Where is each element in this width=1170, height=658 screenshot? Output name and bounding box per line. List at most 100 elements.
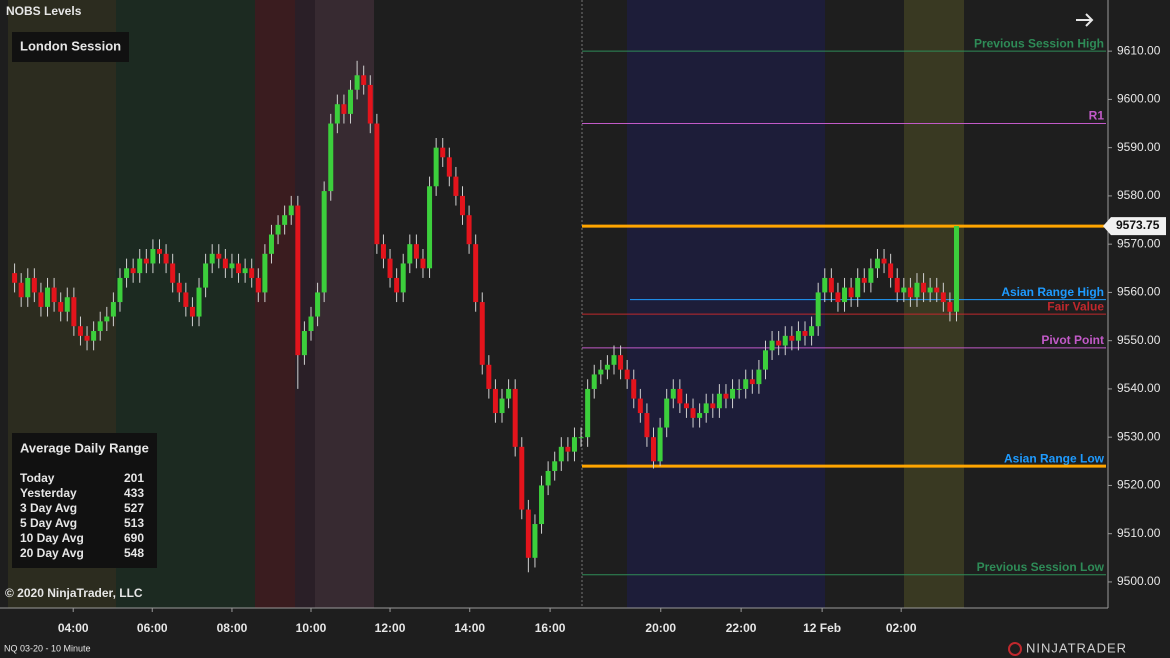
candle-body [394, 277, 400, 293]
candle-body [104, 316, 110, 322]
candle-body [743, 379, 749, 389]
plot-area: Previous Session High R1 Asian Range HighF… [12, 36, 1106, 576]
candle-body [512, 388, 518, 447]
candle-body [598, 369, 604, 375]
y-tick-label: 9560.00 [1117, 285, 1161, 299]
y-tick-label: 9540.00 [1117, 381, 1161, 395]
price-tag-label: 9573.75 [1116, 218, 1160, 232]
candle-body [506, 388, 512, 399]
candle-body [446, 157, 452, 177]
candle-body [499, 398, 505, 414]
candle-body [657, 427, 663, 462]
candle-body [690, 408, 696, 418]
x-tick-label: 04:00 [58, 621, 89, 635]
adr-row-label: Today [20, 471, 55, 485]
candle-body [236, 263, 242, 274]
instrument-label: NQ 03-20 - 10 Minute [4, 643, 91, 653]
level-label: Previous Session High [974, 36, 1104, 50]
candle-body [907, 287, 913, 298]
candle-body [466, 215, 472, 245]
candle-body [58, 302, 64, 312]
adr-row-value: 690 [124, 531, 144, 545]
candle-body [618, 355, 624, 370]
candle-body [117, 277, 123, 303]
candle-body [571, 437, 577, 452]
candle-body [861, 277, 867, 283]
session-band [315, 0, 374, 608]
candle-body [664, 398, 670, 428]
candle-body [683, 403, 689, 409]
candle-body [723, 393, 729, 399]
candle-body [492, 388, 498, 414]
candle-body [894, 277, 900, 293]
adr-row-value: 513 [124, 516, 144, 530]
candle-body [110, 302, 116, 317]
adr-title: Average Daily Range [20, 440, 149, 455]
candle-body [756, 369, 762, 385]
candle-body [631, 379, 637, 399]
candle-body [888, 263, 894, 278]
candle-body [156, 248, 162, 254]
level-label: Fair Value [1047, 299, 1104, 313]
candle-body [552, 461, 558, 471]
candle-body [163, 253, 169, 264]
candle-body [519, 446, 525, 510]
candle-body [842, 287, 848, 303]
candle-body [611, 355, 617, 365]
adr-row-value: 548 [124, 546, 144, 560]
candle-body [565, 446, 571, 452]
session-label: London Session [20, 38, 121, 53]
candle-body [268, 234, 274, 254]
candle-body [374, 123, 380, 245]
candle-body [176, 282, 182, 293]
candle-body [45, 287, 51, 307]
candle-body [802, 331, 808, 336]
adr-row-label: 20 Day Avg [20, 546, 84, 560]
x-tick-label: 14:00 [454, 621, 485, 635]
candle-body [321, 191, 327, 293]
candle-body [427, 186, 433, 269]
candle-body [348, 89, 354, 114]
candle-body [367, 84, 373, 124]
candle-body [677, 388, 683, 404]
session-band [255, 0, 295, 608]
y-tick-label: 9590.00 [1117, 140, 1161, 154]
candle-body [203, 263, 209, 288]
candle-body [855, 277, 861, 298]
x-tick-label: 02:00 [886, 621, 917, 635]
candle-body [486, 364, 492, 389]
candle-body [532, 524, 538, 558]
x-tick-label: 12 Feb [803, 621, 841, 635]
candle-body [64, 297, 70, 312]
candle-body [124, 268, 130, 278]
candle-body [143, 258, 149, 264]
candle-body [947, 302, 953, 312]
candle-body [749, 379, 755, 385]
candle-body [18, 282, 24, 298]
level-label: Asian Range High [1001, 285, 1104, 299]
x-tick-label: 08:00 [217, 621, 248, 635]
candle-body [835, 292, 841, 303]
y-tick-label: 9500.00 [1117, 574, 1161, 588]
candle-body [354, 75, 360, 90]
nav-arrow[interactable] [1076, 13, 1094, 27]
candle-body [380, 244, 386, 259]
candle-body [545, 470, 551, 486]
candle-body [130, 268, 136, 274]
candle-body [71, 297, 77, 327]
candle-body [809, 326, 815, 336]
candle-body [51, 287, 57, 303]
brand-name: NINJATRADER [1026, 640, 1127, 655]
adr-box [12, 433, 157, 568]
x-tick-label: 06:00 [137, 621, 168, 635]
candle-body [868, 268, 874, 283]
candle-body [710, 403, 716, 409]
y-tick-label: 9600.00 [1117, 92, 1161, 106]
candle-body [137, 258, 143, 274]
adr-table: Today 201 Yesterday 433 3 Day Avg 527 5 Day Av… [20, 471, 144, 560]
session-box [12, 32, 129, 62]
candle-body [940, 292, 946, 303]
candle-body [170, 263, 176, 283]
candle-body [789, 335, 795, 341]
